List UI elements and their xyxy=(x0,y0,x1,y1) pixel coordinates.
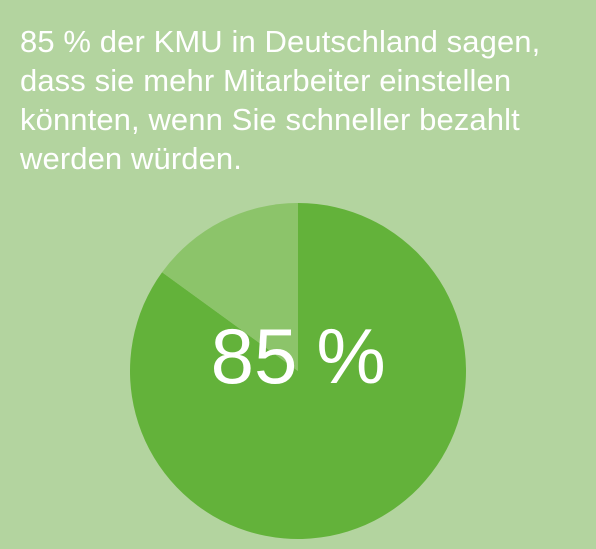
center-value-number: 85 xyxy=(211,312,298,400)
pie-slice-2 xyxy=(162,203,298,371)
headline: 85 % der KMU in Deutschland sagen, dass … xyxy=(20,22,588,178)
headline-line-3: könnten, wenn Sie schneller bezahlt xyxy=(20,102,520,137)
pie-slice-1 xyxy=(130,203,466,540)
headline-line-4: werden würden. xyxy=(20,141,242,176)
center-value-unit: % xyxy=(316,312,385,400)
headline-line-1: 85 % der KMU in Deutschland sagen, xyxy=(20,24,541,59)
headline-line-2: dass sie mehr Mitarbeiter einstellen xyxy=(20,63,512,98)
pie-slices xyxy=(130,203,466,540)
